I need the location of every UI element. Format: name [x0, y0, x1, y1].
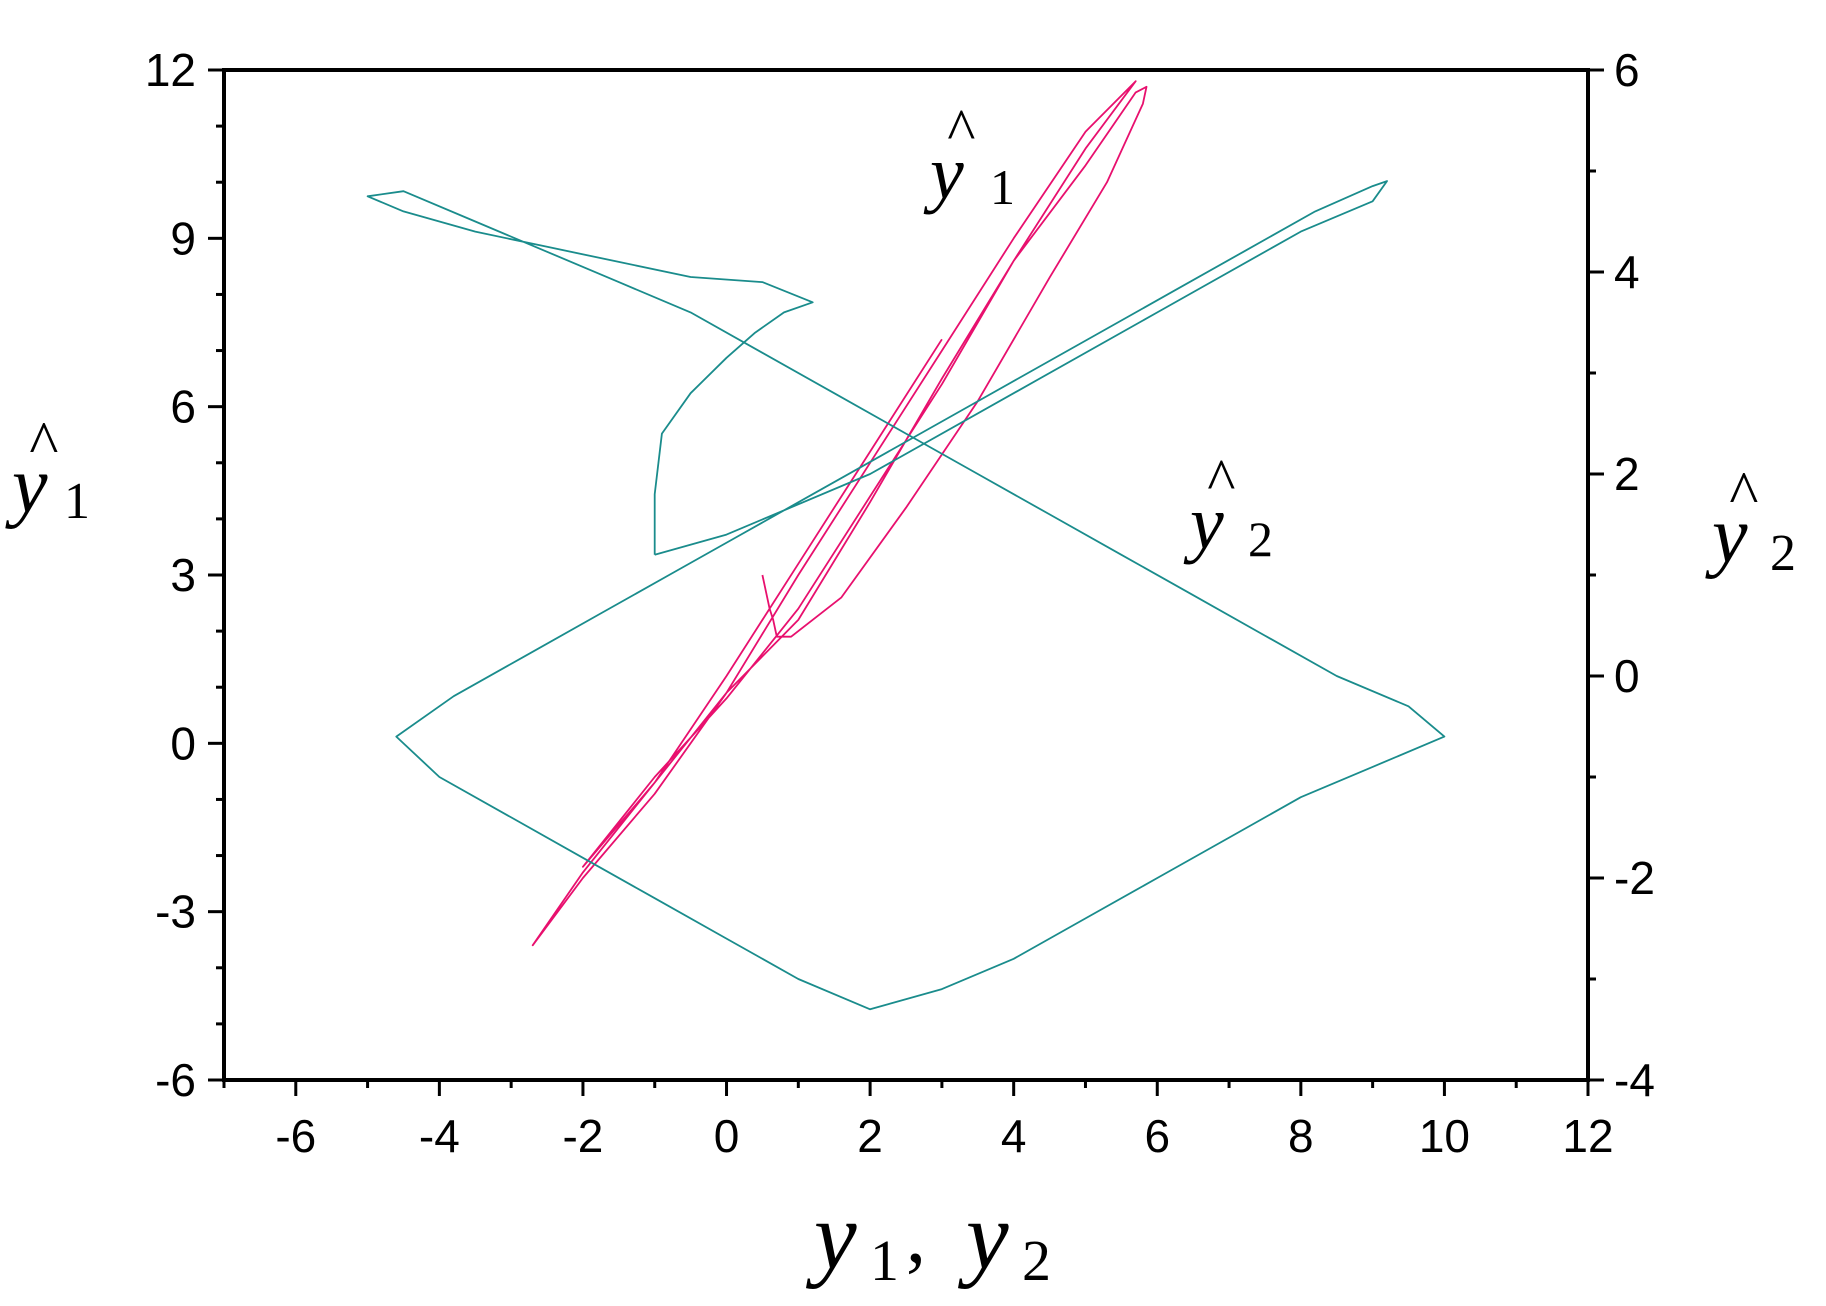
- x-tick-label: 2: [857, 1110, 883, 1162]
- x-tick-label: -6: [275, 1110, 316, 1162]
- y-axis-right-label: y ^ 2: [1705, 460, 1796, 582]
- y-left-tick-label: 9: [170, 212, 196, 264]
- hat-icon: ^: [28, 410, 58, 478]
- annotation-y2-hat: y ^ 2: [1183, 447, 1273, 567]
- y-axis-left-label: y ^ 1: [5, 410, 90, 530]
- x-tick-label: 8: [1288, 1110, 1314, 1162]
- hat-icon: ^: [946, 97, 975, 163]
- y-left-label-sub: 1: [64, 473, 90, 530]
- y-left-tick-label: 6: [170, 381, 196, 433]
- x-tick-label: 6: [1144, 1110, 1170, 1162]
- x-label-separator: ,: [906, 1192, 926, 1280]
- x-tick-label: 12: [1562, 1110, 1613, 1162]
- x-tick-label: 4: [1001, 1110, 1027, 1162]
- y-right-label-base: y: [1705, 492, 1748, 580]
- x-axis-label: y 1 , y 2: [805, 1182, 1051, 1293]
- annotation-y2-hat-base: y: [1183, 481, 1224, 565]
- y-left-label-base: y: [5, 442, 48, 530]
- y-left-tick-label: 12: [145, 44, 196, 96]
- plot-frame: [222, 68, 1590, 1082]
- annotation-y2-hat-sub: 2: [1248, 511, 1273, 567]
- annotation-y1-hat-base: y: [923, 131, 964, 215]
- x-tick-label: -2: [562, 1110, 603, 1162]
- y-right-tick-label: -2: [1614, 852, 1655, 904]
- x-label-sub-1: 1: [870, 1228, 899, 1293]
- hat-icon: ^: [1728, 460, 1758, 528]
- y-right-tick-label: 4: [1614, 246, 1640, 298]
- hat-icon: ^: [1206, 447, 1235, 513]
- annotation-y1-hat-sub: 1: [990, 159, 1015, 215]
- axis-ticks: [208, 68, 1604, 1096]
- y-right-label-sub: 2: [1770, 525, 1796, 582]
- series-line-1: [531, 80, 1148, 947]
- y-right-tick-label: 2: [1614, 448, 1640, 500]
- y-left-tick-label: 0: [170, 717, 196, 769]
- y-right-tick-label: 0: [1614, 650, 1640, 702]
- x-label-base-1: y: [805, 1182, 857, 1289]
- x-tick-label: 0: [714, 1110, 740, 1162]
- x-tick-label: 10: [1419, 1110, 1470, 1162]
- y-left-tick-label: 3: [170, 549, 196, 601]
- y-right-tick-label: -4: [1614, 1054, 1655, 1106]
- series-line-2: [366, 180, 1446, 1011]
- x-tick-label: -4: [419, 1110, 460, 1162]
- annotation-y1-hat: y ^ 1: [923, 97, 1015, 215]
- y-left-tick-label: -6: [155, 1054, 196, 1106]
- x-label-sub-2: 2: [1022, 1228, 1051, 1293]
- plot-lines: [366, 80, 1446, 1011]
- y-left-tick-label: -3: [155, 886, 196, 938]
- x-label-base-2: y: [957, 1182, 1009, 1289]
- y-right-tick-label: 6: [1614, 44, 1640, 96]
